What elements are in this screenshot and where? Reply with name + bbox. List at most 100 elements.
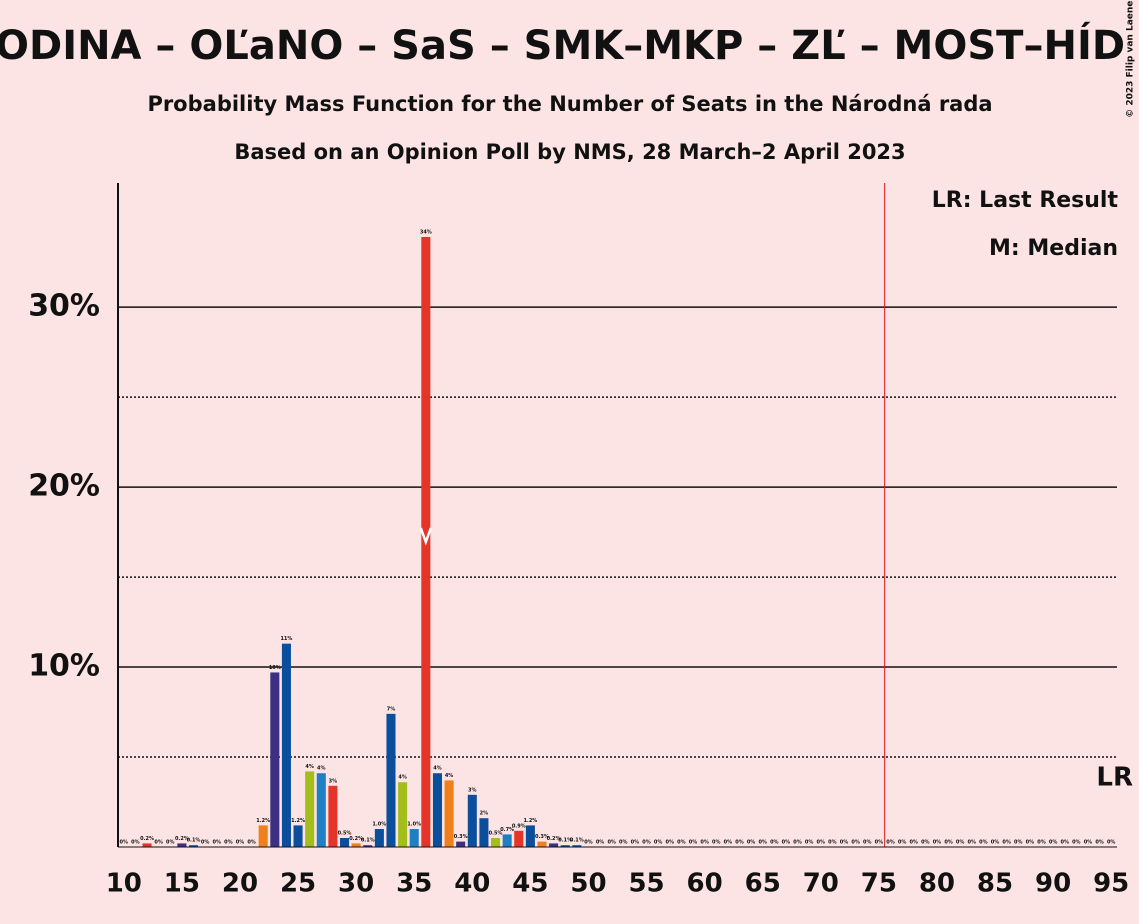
data-label: 0% <box>991 840 1000 846</box>
x-tick-label: 50 <box>570 869 606 899</box>
data-label: 0% <box>921 840 930 846</box>
data-label: 0% <box>782 840 791 846</box>
bar <box>386 713 396 847</box>
x-tick-label: 20 <box>222 869 258 899</box>
data-label: 3% <box>329 778 338 784</box>
bar <box>398 782 408 847</box>
median-marker <box>419 527 433 546</box>
data-label: 1.0% <box>372 822 386 828</box>
bar <box>456 841 466 847</box>
data-label: 0% <box>166 840 175 846</box>
data-label: 0% <box>1014 840 1023 846</box>
data-label: 0% <box>631 840 640 846</box>
x-tick-label: 80 <box>919 869 955 899</box>
data-label: 0% <box>201 840 210 846</box>
bar <box>549 843 559 847</box>
x-tick-label: 55 <box>628 869 664 899</box>
chart-subtitle: Based on an Opinion Poll by NMS, 28 Marc… <box>234 140 905 164</box>
data-label: 0% <box>666 840 675 846</box>
data-label: 0.2% <box>175 836 189 842</box>
legend-entry: LR: Last Result <box>932 188 1119 213</box>
data-label: 0% <box>154 840 163 846</box>
x-tick-label: 40 <box>454 869 490 899</box>
bar <box>339 838 350 847</box>
data-label: 0% <box>979 840 988 846</box>
bar <box>281 643 291 847</box>
data-label: 1.2% <box>256 818 270 824</box>
data-label: 0% <box>131 840 140 846</box>
bar <box>142 843 152 847</box>
data-label: 0% <box>120 840 129 846</box>
data-label: 0% <box>747 840 756 846</box>
y-tick-label: 30% <box>28 289 100 324</box>
data-label: 4% <box>433 766 442 772</box>
bar <box>444 780 454 847</box>
x-tick-label: 45 <box>512 869 548 899</box>
bar <box>502 834 512 847</box>
data-label: 0% <box>712 840 721 846</box>
lr-label: LR <box>1096 763 1133 793</box>
bar <box>258 825 268 847</box>
data-label: 0.2% <box>140 836 154 842</box>
data-label: 0% <box>956 840 965 846</box>
data-label: 0% <box>863 840 872 846</box>
x-tick-label: 10 <box>106 869 142 899</box>
bar <box>432 773 442 847</box>
data-label: 0% <box>642 840 651 846</box>
data-label: 0% <box>247 840 256 846</box>
x-tick-label: 85 <box>977 869 1013 899</box>
bar <box>572 845 582 847</box>
data-label: 0% <box>212 840 221 846</box>
data-label: 0% <box>1060 840 1069 846</box>
bar <box>305 771 315 847</box>
data-label: 1.2% <box>291 818 305 824</box>
bar <box>328 785 338 847</box>
data-label: 0.3% <box>535 834 549 840</box>
data-label: 0% <box>236 840 245 846</box>
bar <box>525 825 535 847</box>
data-label: 0% <box>793 840 802 846</box>
data-label: 0% <box>758 840 767 846</box>
bar <box>270 672 280 847</box>
data-label: 7% <box>387 706 396 712</box>
data-label: 4% <box>317 766 326 772</box>
data-label: 0% <box>851 840 860 846</box>
bar <box>374 829 384 847</box>
data-label: 0% <box>584 840 593 846</box>
data-label: 0% <box>596 840 605 846</box>
data-label: 0% <box>875 840 884 846</box>
y-tick-label: 20% <box>28 469 100 504</box>
x-tick-label: 25 <box>280 869 316 899</box>
data-label: 0.9% <box>512 823 526 829</box>
data-label: 0.2% <box>547 836 561 842</box>
y-tick-label: 10% <box>28 649 100 684</box>
bar <box>560 845 570 847</box>
data-label: 0% <box>607 840 616 846</box>
data-label: 0.3% <box>454 834 468 840</box>
x-tick-label: 60 <box>687 869 723 899</box>
chart-title: ODINA – OĽaNO – SaS – SMK–MKP – ZĽ – MOS… <box>0 21 1125 69</box>
data-label: 0.1% <box>558 838 572 844</box>
data-label: 0% <box>700 840 709 846</box>
data-label: 4% <box>305 764 314 770</box>
data-label: 10% <box>269 665 281 671</box>
data-label: 0% <box>619 840 628 846</box>
data-label: 0.5% <box>489 831 503 837</box>
data-label: 0% <box>898 840 907 846</box>
data-label: 0.2% <box>349 836 363 842</box>
data-label: 11% <box>280 636 292 642</box>
data-label: 0% <box>968 840 977 846</box>
copyright: © 2023 Filip van Laenen <box>1126 0 1136 118</box>
data-label: 0% <box>1002 840 1011 846</box>
data-label: 2% <box>480 811 489 817</box>
data-label: 1.0% <box>407 822 421 828</box>
bar <box>514 830 524 847</box>
data-label: 0.7% <box>500 827 514 833</box>
x-tick-label: 30 <box>338 869 374 899</box>
data-label: 0.1% <box>187 838 201 844</box>
x-tick-label: 75 <box>861 869 897 899</box>
x-tick-label: 15 <box>164 869 200 899</box>
chart-subtitle: Probability Mass Function for the Number… <box>147 92 992 116</box>
bar <box>409 829 419 847</box>
data-label: 0% <box>1037 840 1046 846</box>
